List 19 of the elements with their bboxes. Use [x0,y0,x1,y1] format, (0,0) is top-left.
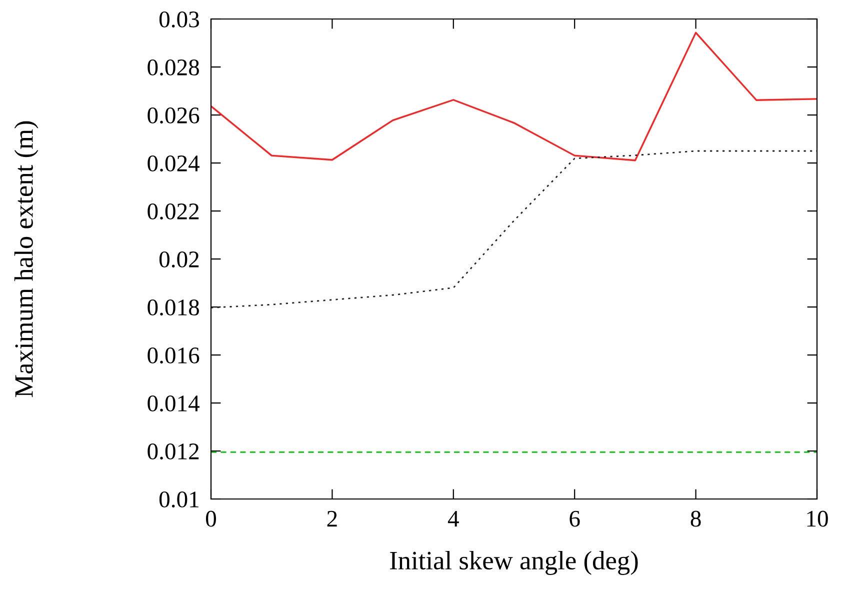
y-tick-label: 0.014 [148,395,200,412]
y-tick-label: 0.01 [159,491,198,508]
y-tick-label: 0.03 [159,11,199,28]
y-tick-label: 0.028 [148,59,199,76]
y-axis-title: Maximum halo extent (m) [14,121,38,398]
y-tick-label: 0.026 [148,107,200,124]
x-tick-label: 8 [690,510,701,527]
y-tick-label: 0.016 [148,347,200,364]
x-axis-title: Initial skew angle (deg) [390,550,638,575]
y-tick-label: 0.018 [148,299,199,316]
y-tick-label: 0.02 [159,251,199,268]
x-tick-label: 0 [206,510,216,527]
x-tick-label: 4 [448,510,459,526]
x-tick-label: 2 [327,510,337,526]
x-tick-label: 10 [807,510,828,527]
y-tick-label: 0.024 [148,155,200,172]
y-tick-label: 0.022 [148,203,199,220]
x-tick-label: 6 [570,510,580,527]
y-tick-label: 0.012 [148,443,199,460]
